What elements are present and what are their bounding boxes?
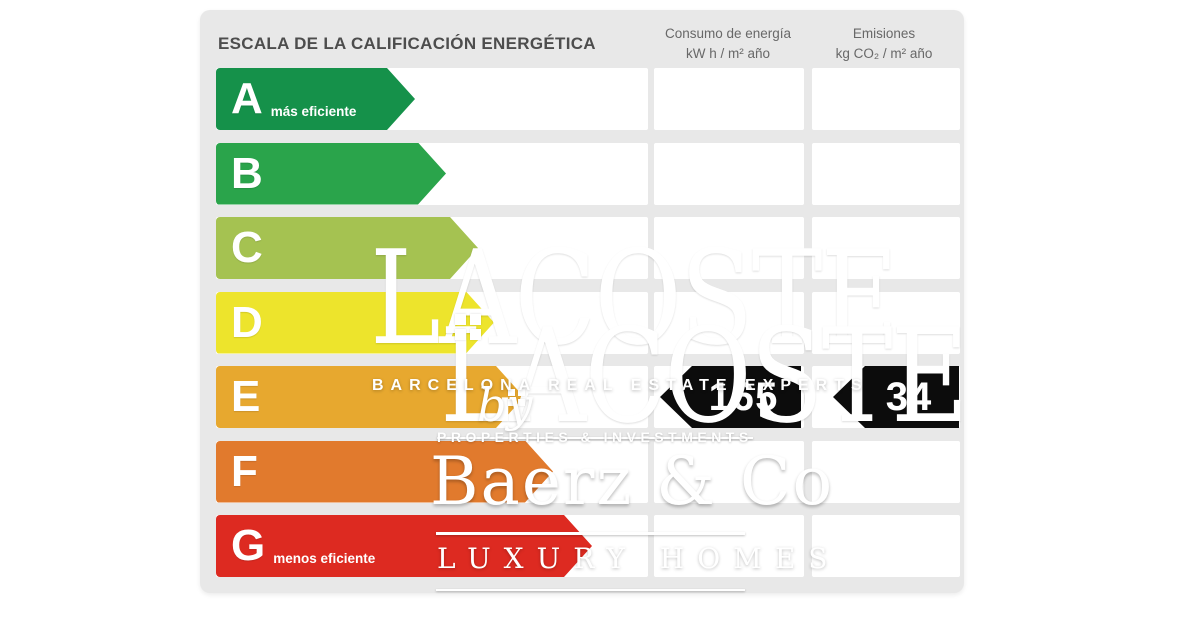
emisiones-cell: [812, 142, 960, 205]
consumo-value: 165: [708, 374, 779, 419]
rating-letter: A: [231, 74, 263, 123]
consumo-cell: [654, 515, 804, 577]
consumo-header-line2: kW h / m² año: [685, 45, 771, 61]
emisiones-cell: [812, 515, 960, 577]
consumo-header-line1: Consumo de energía: [664, 26, 792, 41]
consumo-cell: [654, 291, 804, 354]
emisiones-cell: [812, 217, 960, 279]
emisiones-value: 34: [885, 374, 933, 419]
scale-cell: G menos eficiente: [216, 515, 648, 577]
consumo-cell: [654, 142, 804, 205]
rating-row: F: [200, 440, 964, 503]
rating-arrow: C: [216, 217, 478, 279]
rating-letter: B: [231, 148, 263, 198]
rating-arrow: A más eficiente: [216, 68, 415, 130]
rating-arrow: D: [216, 292, 494, 354]
rating-row: A más eficiente: [200, 68, 964, 130]
scale-cell: E: [216, 366, 648, 428]
rating-note: más eficiente: [270, 103, 357, 119]
rating-row: E 165 34: [200, 366, 964, 428]
emisiones-value-arrow: 34: [833, 366, 959, 428]
emisiones-cell: [812, 291, 960, 354]
consumo-cell: 165: [654, 366, 804, 428]
rating-note: menos eficiente: [273, 550, 376, 566]
rating-letter: C: [231, 223, 263, 272]
rating-row: B: [200, 142, 964, 205]
rating-letter: F: [231, 446, 258, 496]
rating-row: C: [200, 217, 964, 279]
scale-cell: A más eficiente: [216, 68, 648, 130]
consumo-cell: [654, 440, 804, 503]
rating-letter: D: [231, 297, 263, 347]
rating-row: G menos eficiente: [200, 515, 964, 577]
rating-arrow: E: [216, 366, 524, 428]
consumo-cell: [654, 217, 804, 279]
consumo-value-arrow: 165: [660, 366, 801, 428]
emisiones-header-line2: kg CO₂ / m² año: [835, 45, 933, 61]
rating-arrow: G menos eficiente: [216, 515, 592, 577]
rating-arrow: F: [216, 441, 553, 503]
emisiones-header-line1: Emisiones: [852, 26, 916, 41]
energy-rating-panel: ESCALA DE LA CALIFICACIÓN ENERGÉTICA Con…: [200, 10, 964, 593]
scale-cell: B: [216, 142, 648, 205]
column-header-consumo: Consumo de energía kW h / m² año: [638, 24, 818, 63]
emisiones-cell: [812, 440, 960, 503]
rating-arrow: B: [216, 143, 446, 205]
panel-title: ESCALA DE LA CALIFICACIÓN ENERGÉTICA: [218, 34, 596, 53]
scale-cell: F: [216, 440, 648, 503]
scale-cell: D: [216, 291, 648, 354]
consumo-cell: [654, 68, 804, 130]
emisiones-cell: [812, 68, 960, 130]
scale-cell: C: [216, 217, 648, 279]
rating-row: D: [200, 291, 964, 354]
emisiones-cell: 34: [812, 366, 960, 428]
column-header-emisiones: Emisiones kg CO₂ / m² año: [794, 24, 974, 63]
rating-letter: E: [231, 372, 261, 421]
rating-letter: G: [231, 521, 266, 570]
